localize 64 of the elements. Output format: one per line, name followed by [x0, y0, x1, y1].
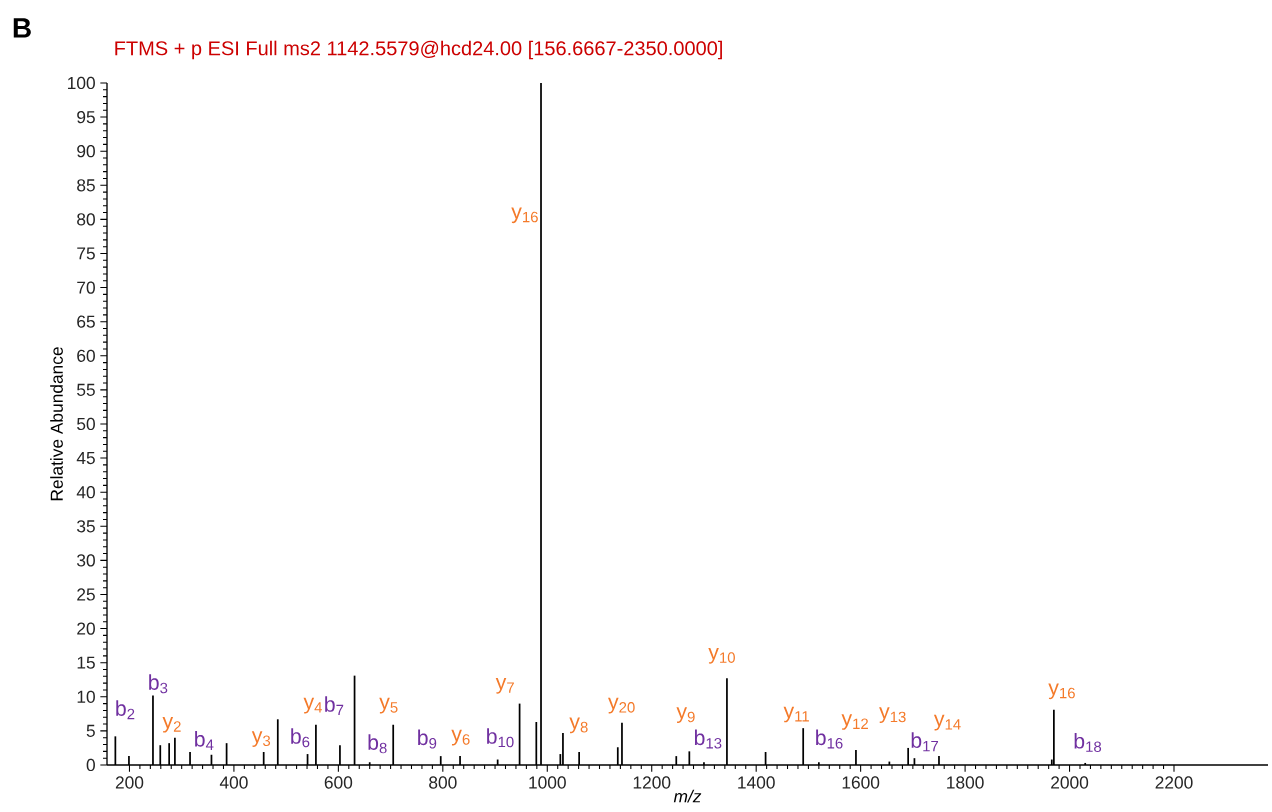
- x-tick-label: 1400: [738, 776, 775, 789]
- annotation: b$_{9}$: [418, 729, 437, 749]
- annotation: b$_{4}$: [195, 730, 214, 750]
- y-tick-label: 5: [86, 724, 95, 737]
- y-tick-label: 25: [77, 588, 95, 601]
- text: B: [13, 18, 31, 38]
- y-tick-label: 90: [77, 145, 95, 158]
- y-tick-label: 30: [77, 554, 95, 567]
- annotation: y$_{13}$: [879, 707, 906, 724]
- x-tick-label: 2200: [1155, 776, 1193, 789]
- annotation: y$_{14}$: [933, 714, 961, 731]
- annotation: b$_{10}$: [487, 728, 514, 748]
- y-tick-label: 40: [76, 486, 95, 499]
- chart-title: FTMS + p ESI Full ms2 1142.5579@hcd24.00 [156.6667-2350.0000]: [115, 40, 722, 60]
- x-tick-label: 1200: [633, 776, 671, 789]
- y-tick-label: 20: [77, 622, 95, 635]
- annotation: b$_{16}$: [816, 729, 843, 749]
- annotation: b$_{2}$: [116, 700, 135, 720]
- x-tick-label: 1000: [529, 776, 566, 789]
- annotation: b$_{7}$: [325, 696, 344, 716]
- annotation: y$_{16}$: [511, 207, 538, 224]
- annotation: y$_{6}$: [451, 729, 470, 746]
- y-axis-title: Relative Abundance: [50, 347, 63, 501]
- y-tick-label: 10: [77, 690, 95, 703]
- annotation: b$_{8}$: [368, 734, 387, 754]
- y-tick-label: 60: [77, 349, 95, 362]
- y-tick-label: 35: [77, 520, 95, 533]
- y-tick-label: 55: [77, 383, 95, 396]
- y-tick-label: 80: [77, 213, 95, 226]
- y-tick-label: 95: [77, 110, 95, 124]
- annotation: y$_{9}$: [676, 707, 695, 724]
- x-tick-label: 200: [115, 776, 144, 789]
- y-tick-label: 75: [77, 247, 95, 260]
- annotation: b$_{13}$: [694, 729, 722, 749]
- annotation: y$_{4}$: [303, 697, 323, 714]
- x-tick-label: 800: [429, 776, 457, 789]
- x-tick-label: 2000: [1051, 776, 1089, 789]
- y-tick-label: 65: [77, 315, 95, 328]
- annotation: b$_{17}$: [911, 732, 939, 752]
- annotation: b$_{18}$: [1074, 732, 1102, 753]
- annotation: y$_{8}$: [569, 717, 588, 734]
- y-tick-label: 85: [77, 179, 95, 192]
- y-tick-label: 70: [77, 281, 95, 294]
- annotation: b$_{3}$: [149, 674, 168, 694]
- annotation: y$_{2}$: [162, 716, 181, 733]
- annotation: y$_{7}$: [495, 678, 514, 694]
- annotation: y$_{5}$: [379, 697, 398, 714]
- annotation: y$_{20}$: [608, 697, 635, 714]
- annotation: y$_{3}$: [251, 731, 271, 747]
- x-tick-label: 400: [219, 776, 248, 789]
- annotation: y$_{16}$: [1048, 683, 1075, 700]
- annotation: y$_{11}$: [783, 706, 809, 723]
- x-tick-label: 1600: [842, 776, 880, 789]
- y-tick-label: 0: [86, 758, 95, 772]
- x-tick-label: 600: [324, 776, 353, 789]
- annotation: b$_{6}$: [291, 728, 310, 748]
- y-tick-label: 45: [76, 452, 95, 465]
- annotation: y$_{12}$: [841, 714, 868, 730]
- y-tick-label: 15: [77, 656, 95, 669]
- y-tick-label: 50: [77, 417, 95, 431]
- x-axis-title: m/z: [673, 789, 702, 803]
- annotation: y$_{10}$: [708, 648, 735, 664]
- x-tick-label: 1800: [947, 776, 984, 789]
- y-tick-label: 100: [68, 76, 95, 90]
